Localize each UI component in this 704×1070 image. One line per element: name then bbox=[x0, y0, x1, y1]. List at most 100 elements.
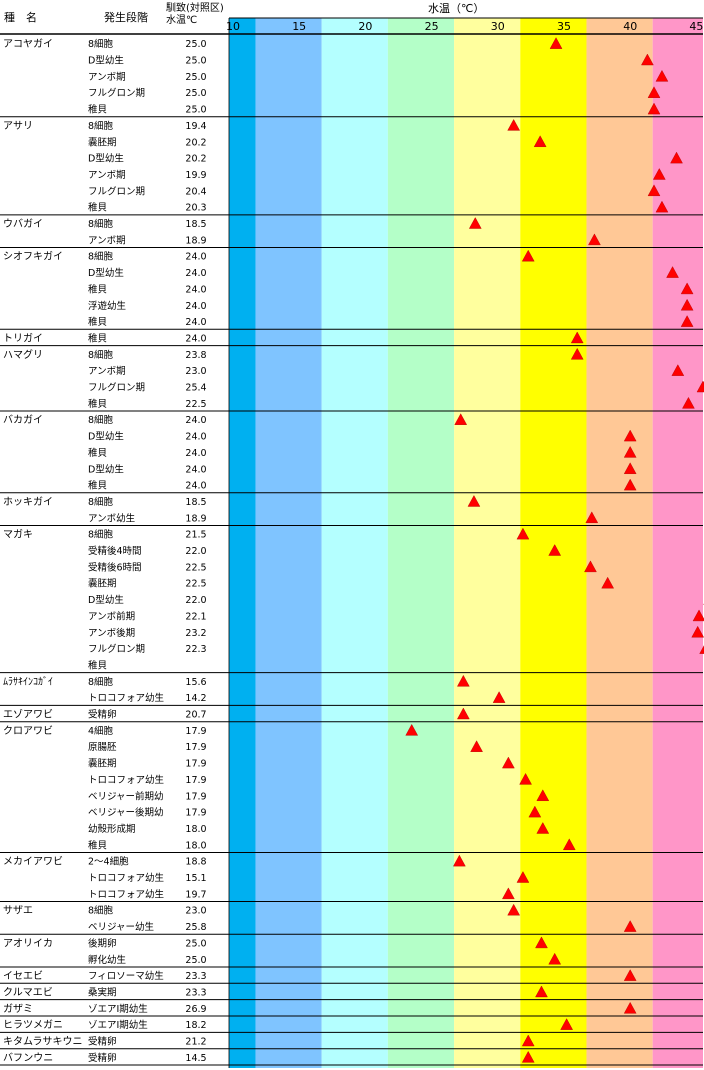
stage-label: 幼殻形成期 bbox=[88, 823, 136, 835]
lethal-temp-marker bbox=[585, 511, 599, 524]
stage-label: D型幼生 bbox=[88, 594, 124, 606]
species-label: サザエ bbox=[3, 905, 33, 917]
stage-label: アンボ後期 bbox=[88, 627, 135, 639]
control-temp-value: 18.0 bbox=[185, 840, 206, 851]
stage-label: 受精卵 bbox=[88, 1036, 117, 1048]
stage-label: 受精卵 bbox=[88, 1052, 117, 1064]
lethal-temp-marker bbox=[652, 168, 666, 180]
lethal-temp-marker bbox=[682, 396, 695, 409]
temperature-band bbox=[321, 18, 388, 1068]
x-tick-label: 25 bbox=[425, 20, 439, 33]
lethal-temp-marker bbox=[516, 871, 530, 883]
stage-label: 受精後6時間 bbox=[88, 561, 142, 573]
table-rows: アコヤガイ 8細胞 25.0 D型幼生 25.0 アンボ期 25.0 フルグロン期 25.0 稚貝… bbox=[3, 38, 207, 1064]
lethal-temp-marker bbox=[548, 544, 562, 556]
control-temp-value: 20.2 bbox=[185, 137, 206, 148]
stage-label: D型幼生 bbox=[88, 431, 124, 443]
control-temp-value: 22.1 bbox=[185, 611, 206, 622]
lethal-temp-marker bbox=[623, 478, 637, 491]
lethal-temp-marker bbox=[467, 495, 481, 507]
stage-label: 稚貝 bbox=[88, 840, 107, 851]
control-temp-value: 24.0 bbox=[185, 432, 206, 443]
control-temp-value: 19.7 bbox=[185, 889, 206, 900]
lethal-temp-marker bbox=[521, 1050, 535, 1063]
temperature-band bbox=[387, 18, 455, 1068]
stage-label: 8細胞 bbox=[88, 218, 114, 230]
lethal-temp-marker bbox=[468, 217, 482, 229]
lethal-temp-marker bbox=[588, 233, 601, 246]
species-label: バフンウニ bbox=[3, 1052, 53, 1064]
lethal-temp-marker bbox=[521, 249, 535, 262]
control-temp-value: 22.3 bbox=[185, 644, 206, 655]
control-temp-value: 22.5 bbox=[185, 399, 206, 410]
species-label: クロアワビ bbox=[3, 725, 53, 737]
lethal-temp-marker bbox=[647, 86, 661, 98]
lethal-temp-marker bbox=[655, 200, 669, 213]
stage-label: フルグロン期 bbox=[88, 382, 145, 394]
lethal-temp-marker bbox=[560, 1018, 573, 1030]
control-temp-value: 21.5 bbox=[185, 530, 206, 541]
species-label: クルマエビ bbox=[3, 986, 53, 998]
control-temp-value: 24.0 bbox=[185, 284, 206, 295]
species-label: ウバガイ bbox=[3, 218, 43, 230]
lethal-temp-marker bbox=[647, 184, 661, 197]
control-temp-value: 24.0 bbox=[185, 317, 206, 328]
control-temp-value: 25.8 bbox=[185, 922, 206, 933]
control-temp-value: 25.0 bbox=[185, 105, 206, 116]
stage-label: アンボ幼生 bbox=[88, 512, 136, 524]
stage-label: 浮遊幼生 bbox=[88, 300, 127, 312]
lethal-temp-marker bbox=[457, 707, 470, 720]
species-label: ガザミ bbox=[3, 1003, 33, 1015]
stage-label: 8細胞 bbox=[88, 529, 114, 541]
stage-label: ゾエアⅠ期幼生 bbox=[88, 1019, 148, 1031]
control-temp-value: 17.9 bbox=[185, 808, 206, 819]
lethal-temp-marker bbox=[623, 1001, 637, 1014]
control-temp-value: 14.5 bbox=[185, 1053, 206, 1064]
lethal-temp-marker bbox=[536, 789, 550, 801]
lethal-temp-marker bbox=[623, 462, 637, 474]
stage-label: D型幼生 bbox=[88, 463, 124, 475]
control-temp-value: 20.4 bbox=[185, 186, 206, 197]
lethal-temp-marker bbox=[548, 952, 562, 965]
lethal-temp-marker bbox=[696, 380, 704, 393]
species-label: バカガイ bbox=[3, 414, 43, 426]
stage-label: 嚢胚期 bbox=[88, 578, 117, 590]
control-temp-value: 20.7 bbox=[185, 710, 206, 721]
stage-label: 8細胞 bbox=[88, 496, 114, 508]
species-label: シオフキガイ bbox=[3, 251, 63, 263]
control-temp-value: 24.0 bbox=[185, 415, 206, 426]
lethal-temp-marker bbox=[536, 822, 550, 834]
species-label: メカイアワビ bbox=[3, 856, 63, 868]
stage-label: 稚貝 bbox=[88, 105, 107, 116]
stage-label: 稚貝 bbox=[88, 448, 107, 459]
stage-label: トロコフォア幼生 bbox=[88, 774, 165, 786]
species-label: マガキ bbox=[3, 529, 33, 541]
stage-label: ベリジャー幼生 bbox=[88, 921, 155, 933]
lethal-temp-marker bbox=[570, 331, 584, 344]
lethal-temp-marker bbox=[691, 625, 704, 638]
stage-label: フルグロン期 bbox=[88, 643, 145, 655]
control-temp-value: 24.0 bbox=[185, 464, 206, 475]
lethal-temp-marker bbox=[507, 119, 521, 131]
control-temp-value: 18.8 bbox=[185, 857, 206, 868]
lethal-temp-marker bbox=[470, 740, 483, 752]
control-temp-value: 25.0 bbox=[185, 938, 206, 949]
control-temp-value: 18.5 bbox=[185, 497, 206, 508]
stage-label: フルグロン期 bbox=[88, 87, 145, 99]
species-label: エゾアワビ bbox=[3, 709, 53, 721]
control-temp-value: 24.0 bbox=[185, 448, 206, 459]
stage-label: 稚貝 bbox=[88, 333, 107, 344]
control-temp-value: 18.2 bbox=[185, 1020, 206, 1031]
stage-label: トロコフォア幼生 bbox=[88, 872, 165, 884]
stage-label: トロコフォア幼生 bbox=[88, 888, 165, 900]
stage-label: アンボ期 bbox=[88, 170, 126, 181]
stage-label: 稚貝 bbox=[88, 399, 107, 410]
lethal-temp-marker bbox=[666, 266, 679, 278]
control-temp-value: 25.0 bbox=[185, 88, 206, 99]
stage-label: 8細胞 bbox=[88, 251, 114, 263]
control-temp-value: 24.0 bbox=[185, 301, 206, 312]
stage-label: ゾエアⅠ期幼生 bbox=[88, 1003, 148, 1015]
stage-label: フルグロン期 bbox=[88, 185, 145, 197]
control-temp-value: 17.9 bbox=[185, 759, 206, 770]
lethal-temp-marker bbox=[562, 838, 576, 851]
